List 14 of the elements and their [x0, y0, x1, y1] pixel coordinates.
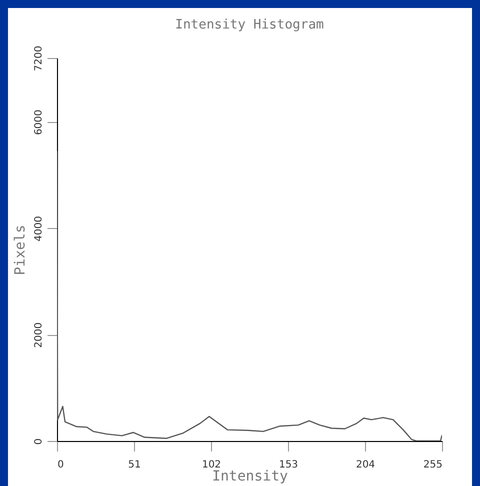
x-tick-label: 0	[58, 460, 64, 470]
y-tick-label: 2000	[34, 322, 44, 348]
x-tick-label: 204	[356, 460, 376, 470]
y-tick-label: 7200	[34, 46, 44, 72]
chart-title: Intensity Histogram	[175, 17, 324, 32]
y-tick-label: 0	[34, 438, 44, 445]
x-tick-label: 102	[202, 460, 222, 470]
x-axis-title: Intensity	[212, 468, 288, 484]
x-tick-label: 153	[278, 460, 298, 470]
x-tick-label: 255	[423, 460, 442, 470]
y-axis-title: Pixels	[12, 224, 28, 276]
y-tick-label: 4000	[34, 216, 44, 242]
y-tick-label: 6000	[34, 110, 44, 136]
x-tick-label: 51	[128, 460, 141, 470]
